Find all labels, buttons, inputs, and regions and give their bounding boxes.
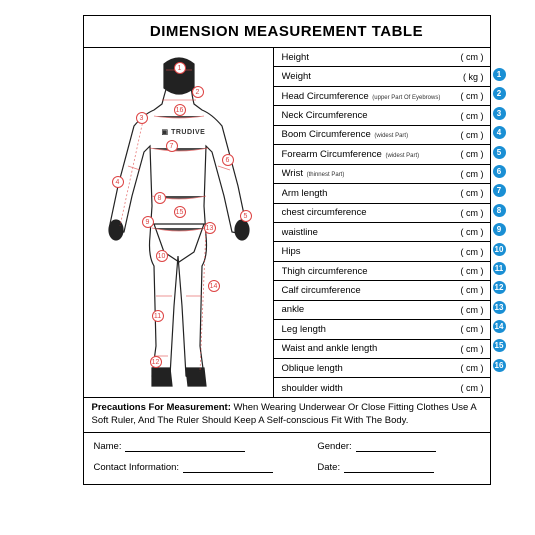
table-row: Forearm Circumference (widest Part)( cm … [274, 145, 490, 164]
table-row: Weight( kg ) [274, 67, 490, 86]
figure-marker: 2 [192, 86, 204, 98]
number-badge: 3 [493, 107, 506, 120]
table-row: Boom Circumference (widest Part)( cm ) [274, 126, 490, 145]
number-badge: 1 [493, 68, 506, 81]
figure-marker: 8 [154, 192, 166, 204]
table-row: Calf circumference( cm ) [274, 281, 490, 300]
figure-marker: 4 [112, 176, 124, 188]
number-badge: 4 [493, 126, 506, 139]
table-row: ankle( cm ) [274, 301, 490, 320]
measurement-table: Height( cm )Weight( kg )Head Circumferen… [274, 48, 490, 397]
table-row: Thigh circumference( cm ) [274, 262, 490, 281]
number-badge: 2 [493, 87, 506, 100]
number-badge: 11 [493, 262, 506, 275]
number-badge: 13 [493, 301, 506, 314]
table-row: chest circumference( cm ) [274, 204, 490, 223]
page-title: DIMENSION MEASUREMENT TABLE [84, 16, 490, 48]
number-badge: 10 [493, 243, 506, 256]
figure-marker: 11 [152, 310, 164, 322]
table-row: Hips( cm ) [274, 242, 490, 261]
table-row: Neck Circumference( cm ) [274, 106, 490, 125]
number-badge: 12 [493, 281, 506, 294]
table-row: waistline( cm ) [274, 223, 490, 242]
gender-field[interactable]: Gender: [317, 441, 479, 452]
table-row: Leg length( cm ) [274, 320, 490, 339]
body-figure: ▣ TRUDIVE 12163647589151310141112 [94, 56, 264, 390]
table-row: Height( cm ) [274, 48, 490, 67]
figure-marker: 16 [174, 104, 186, 116]
number-badge: 9 [493, 223, 506, 236]
table-row: Wrist (thinnest Part)( cm ) [274, 165, 490, 184]
number-badge: 5 [493, 146, 506, 159]
figure-marker: 7 [166, 140, 178, 152]
figure-marker: 9 [142, 216, 154, 228]
number-badge: 14 [493, 320, 506, 333]
table-row: Waist and ankle length( cm ) [274, 340, 490, 359]
figure-marker: 15 [174, 206, 186, 218]
precaution-text: Precautions For Measurement: When Wearin… [84, 398, 490, 433]
table-row: Head Circumference (upper Part Of Eyebro… [274, 87, 490, 106]
row-badges: 12345678910111213141516 [493, 68, 506, 378]
figure-marker: 10 [156, 250, 168, 262]
table-row: Oblique length( cm ) [274, 359, 490, 378]
figure-marker: 1 [174, 62, 186, 74]
number-badge: 16 [493, 359, 506, 372]
number-badge: 6 [493, 165, 506, 178]
name-field[interactable]: Name: [94, 441, 318, 452]
table-row: shoulder width( cm ) [274, 378, 490, 397]
content-area: ▣ TRUDIVE 12163647589151310141112 Height… [84, 48, 490, 398]
document-frame: DIMENSION MEASUREMENT TABLE [83, 15, 491, 485]
figure-marker: 14 [208, 280, 220, 292]
figure-column: ▣ TRUDIVE 12163647589151310141112 [84, 48, 274, 397]
contact-field[interactable]: Contact Information: [94, 462, 318, 473]
figure-marker: 6 [222, 154, 234, 166]
number-badge: 15 [493, 339, 506, 352]
brand-logo: ▣ TRUDIVE [162, 128, 206, 136]
figure-marker: 3 [136, 112, 148, 124]
table-row: Arm length( cm ) [274, 184, 490, 203]
number-badge: 7 [493, 184, 506, 197]
number-badge: 8 [493, 204, 506, 217]
figure-marker: 12 [150, 356, 162, 368]
figure-marker: 13 [204, 222, 216, 234]
date-field[interactable]: Date: [317, 462, 479, 473]
figure-marker: 5 [240, 210, 252, 222]
form-area: Name: Gender: Contact Information: Date: [84, 433, 490, 487]
